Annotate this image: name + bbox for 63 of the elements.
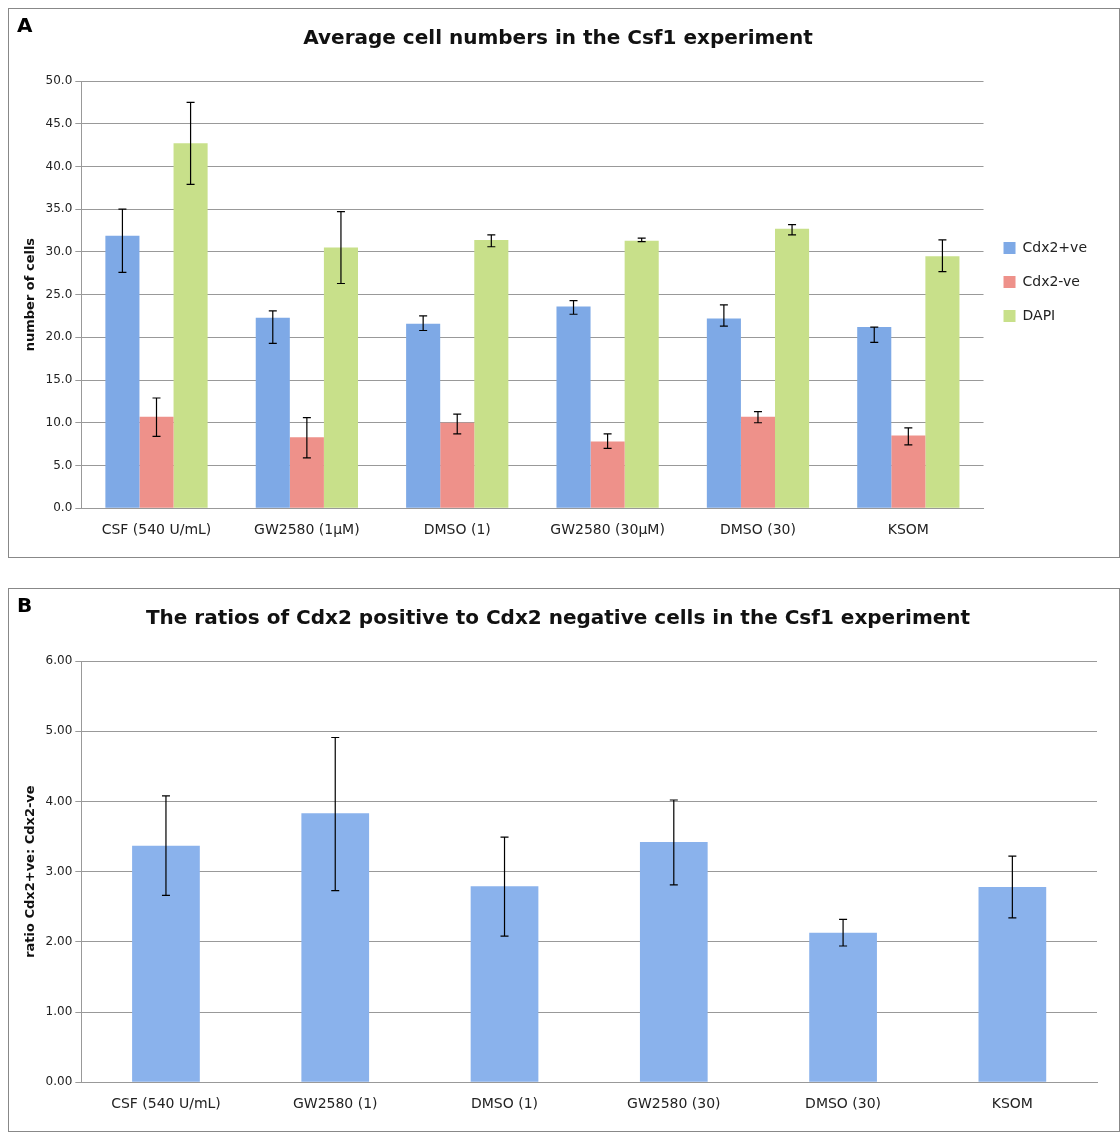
x-tick-label: CSF (540 U/mL) — [101, 521, 212, 538]
x-tick-label: DMSO (1) — [423, 521, 491, 538]
y-tick-label: 50.0 — [45, 73, 73, 88]
x-tick-label: GW2580 (1) — [292, 1095, 378, 1112]
y-tick-label: 5.00 — [45, 723, 73, 738]
bar — [639, 842, 708, 1082]
y-tick-label: 15.0 — [45, 372, 73, 387]
y-tick-label: 6.00 — [45, 653, 73, 668]
y-axis-title: number of cells — [22, 237, 38, 352]
y-axis-title: ratio Cdx2+ve: Cdx2-ve — [22, 785, 38, 958]
x-tick-label: DMSO (30) — [719, 521, 796, 538]
bar — [925, 256, 960, 508]
x-tick-label: GW2580 (30µM) — [550, 521, 665, 538]
y-tick-label: 10.0 — [45, 414, 73, 429]
y-tick-label: 4.00 — [45, 793, 73, 808]
legend-label: DAPI — [1022, 306, 1056, 323]
x-tick-label: KSOM — [991, 1095, 1033, 1112]
bar — [809, 932, 877, 1082]
y-tick-label: 3.00 — [45, 863, 73, 878]
y-tick-label: 35.0 — [45, 201, 73, 216]
bar — [857, 327, 892, 508]
bar — [624, 240, 659, 508]
y-tick-label: 0.0 — [53, 500, 73, 515]
chart-title: The ratios of Cdx2 positive to Cdx2 negative cells in the Csf1 experiment — [145, 605, 971, 630]
bar — [255, 317, 290, 508]
text: B — [17, 593, 33, 617]
bar — [474, 239, 509, 508]
bar — [470, 886, 539, 1082]
bar — [775, 228, 810, 508]
x-tick-label: CSF (540 U/mL) — [111, 1095, 221, 1112]
x-tick-label: KSOM — [887, 521, 929, 538]
x-tick-label: DMSO (30) — [805, 1095, 882, 1112]
bar — [289, 437, 324, 508]
bar — [740, 416, 776, 508]
y-tick-label: 5.0 — [53, 457, 73, 472]
y-tick-label: 1.00 — [45, 1004, 73, 1019]
y-tick-label: 40.0 — [45, 158, 73, 173]
bar — [301, 813, 370, 1082]
bar — [978, 887, 1047, 1082]
bar — [105, 235, 140, 508]
x-tick-label: GW2580 (30) — [627, 1095, 721, 1112]
x-tick-label: GW2580 (1µM) — [254, 521, 360, 538]
bar — [139, 416, 174, 508]
bar — [132, 845, 200, 1082]
y-tick-label: 2.00 — [45, 933, 73, 948]
bar — [323, 247, 358, 508]
y-tick-label: 0.00 — [45, 1074, 73, 1089]
x-tick-label: DMSO (1) — [471, 1095, 539, 1112]
y-tick-label: 30.0 — [45, 244, 73, 259]
y-tick-label: 25.0 — [45, 286, 73, 301]
y-tick-label: 20.0 — [45, 329, 73, 344]
chart-title: Average cell numbers in the Csf1 experiment — [303, 25, 814, 50]
y-tick-label: 45.0 — [45, 115, 73, 130]
text: A — [17, 13, 33, 37]
bar — [891, 435, 926, 508]
legend-label: Cdx2-ve — [1022, 272, 1080, 289]
bar — [556, 306, 591, 508]
legend-label: Cdx2+ve — [1022, 238, 1087, 255]
bar — [406, 323, 441, 508]
bar — [706, 318, 741, 508]
bar — [590, 441, 625, 508]
bar — [440, 422, 475, 508]
bar — [173, 143, 208, 508]
